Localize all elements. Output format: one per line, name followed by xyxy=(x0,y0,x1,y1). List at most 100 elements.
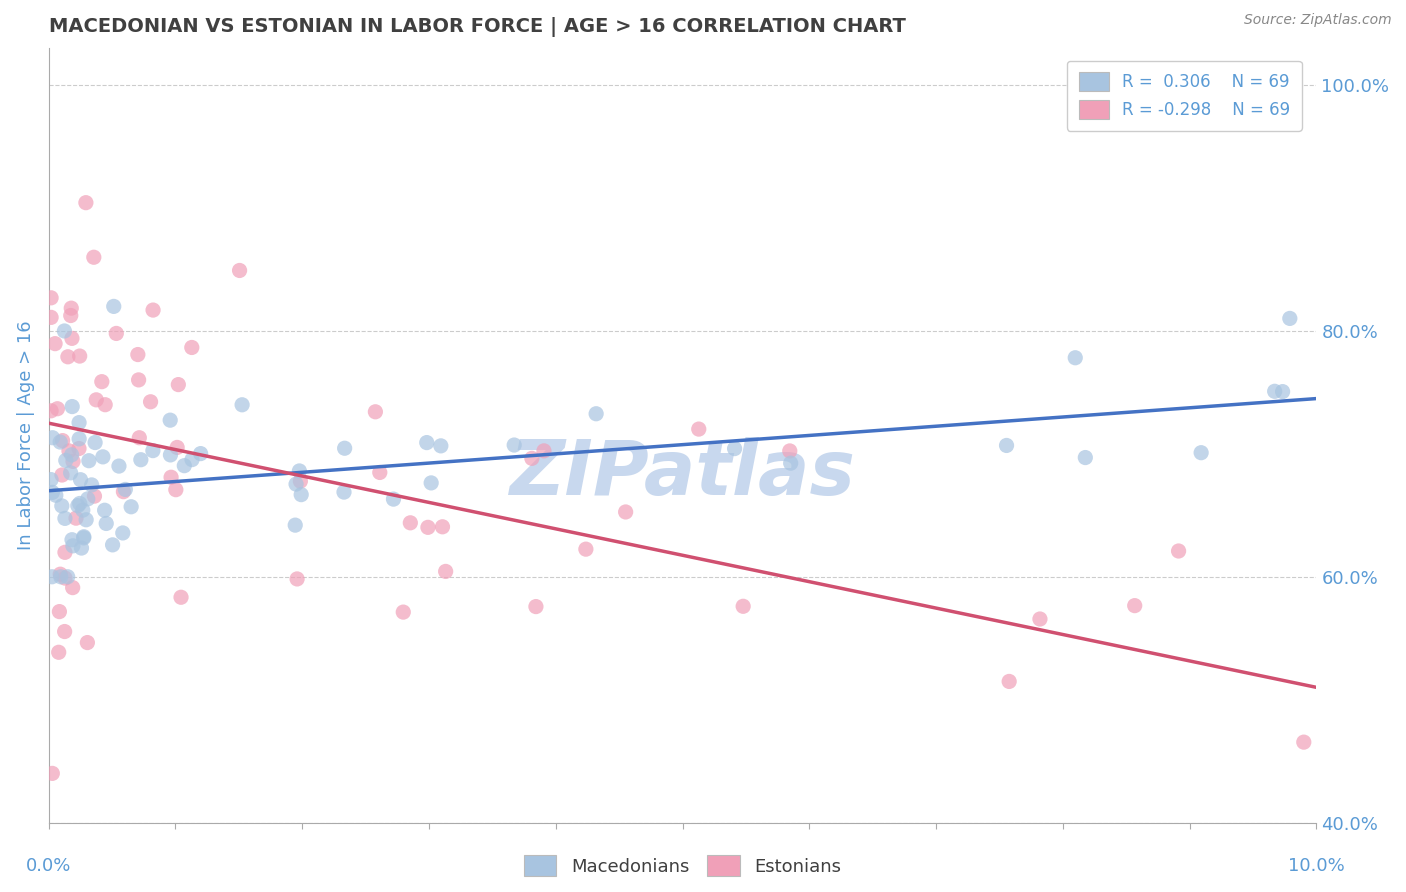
Point xyxy=(614,505,637,519)
Point xyxy=(128,373,150,387)
Point xyxy=(39,291,62,305)
Point xyxy=(382,492,405,507)
Point xyxy=(76,635,98,649)
Text: 0.0%: 0.0% xyxy=(25,857,72,875)
Point xyxy=(44,336,66,351)
Point xyxy=(49,567,72,582)
Point xyxy=(430,439,453,453)
Point xyxy=(77,453,100,467)
Point xyxy=(688,422,710,436)
Point xyxy=(56,350,79,364)
Point xyxy=(94,398,117,412)
Point xyxy=(173,458,195,473)
Point xyxy=(128,431,150,445)
Point xyxy=(55,453,77,467)
Point xyxy=(503,438,526,452)
Point xyxy=(67,416,90,430)
Point xyxy=(416,435,439,450)
Point xyxy=(1264,384,1286,399)
Point xyxy=(170,591,193,605)
Point xyxy=(53,545,76,559)
Point xyxy=(166,441,188,455)
Point xyxy=(101,538,124,552)
Point xyxy=(1292,735,1315,749)
Point xyxy=(76,491,98,506)
Point xyxy=(1029,612,1052,626)
Point xyxy=(56,570,79,584)
Point xyxy=(66,499,89,513)
Point xyxy=(129,452,152,467)
Text: 10.0%: 10.0% xyxy=(1288,857,1346,875)
Point xyxy=(779,456,801,470)
Point xyxy=(995,438,1018,452)
Point xyxy=(69,473,91,487)
Point xyxy=(60,533,83,547)
Point xyxy=(159,413,181,427)
Point xyxy=(333,485,356,500)
Point xyxy=(83,250,105,264)
Point xyxy=(67,442,90,456)
Point xyxy=(364,405,387,419)
Point xyxy=(39,473,62,487)
Point xyxy=(1271,384,1294,399)
Y-axis label: In Labor Force | Age > 16: In Labor Force | Age > 16 xyxy=(17,320,35,550)
Point xyxy=(62,581,84,595)
Point xyxy=(142,303,165,318)
Point xyxy=(80,478,103,492)
Point xyxy=(59,466,82,480)
Point xyxy=(368,466,391,480)
Point xyxy=(60,301,83,315)
Point xyxy=(120,500,142,514)
Point xyxy=(41,485,63,500)
Point xyxy=(53,511,76,525)
Point xyxy=(73,531,96,545)
Point xyxy=(181,452,204,467)
Point xyxy=(288,464,311,478)
Point xyxy=(73,530,96,544)
Point xyxy=(139,394,162,409)
Point xyxy=(52,434,75,448)
Point xyxy=(75,513,97,527)
Point xyxy=(432,520,454,534)
Point xyxy=(285,572,308,586)
Point xyxy=(69,349,91,363)
Point xyxy=(41,431,63,445)
Point xyxy=(51,468,73,483)
Point xyxy=(180,341,202,355)
Point xyxy=(399,516,422,530)
Point xyxy=(160,470,183,484)
Point xyxy=(733,599,755,614)
Point xyxy=(114,483,136,497)
Point xyxy=(60,331,83,345)
Point xyxy=(75,195,97,210)
Point xyxy=(105,326,128,341)
Text: MACEDONIAN VS ESTONIAN IN LABOR FORCE | AGE > 16 CORRELATION CHART: MACEDONIAN VS ESTONIAN IN LABOR FORCE | … xyxy=(49,17,905,37)
Point xyxy=(190,447,212,461)
Point xyxy=(67,432,90,446)
Point xyxy=(46,401,69,416)
Point xyxy=(1189,446,1212,460)
Point xyxy=(41,570,63,584)
Point xyxy=(420,475,443,490)
Point xyxy=(41,766,63,780)
Point xyxy=(723,442,745,456)
Point xyxy=(1123,599,1146,613)
Point xyxy=(39,404,62,418)
Point xyxy=(49,435,72,450)
Point xyxy=(231,398,253,412)
Point xyxy=(62,539,84,553)
Legend: Macedonians, Estonians: Macedonians, Estonians xyxy=(516,848,848,883)
Point xyxy=(90,375,112,389)
Point xyxy=(103,300,125,314)
Point xyxy=(93,503,115,517)
Point xyxy=(524,599,547,614)
Point xyxy=(60,448,83,462)
Point xyxy=(520,451,543,466)
Point xyxy=(62,454,84,468)
Point xyxy=(585,407,607,421)
Point xyxy=(779,444,801,458)
Point xyxy=(290,488,312,502)
Point xyxy=(112,484,135,499)
Point xyxy=(84,392,107,407)
Point xyxy=(58,443,80,458)
